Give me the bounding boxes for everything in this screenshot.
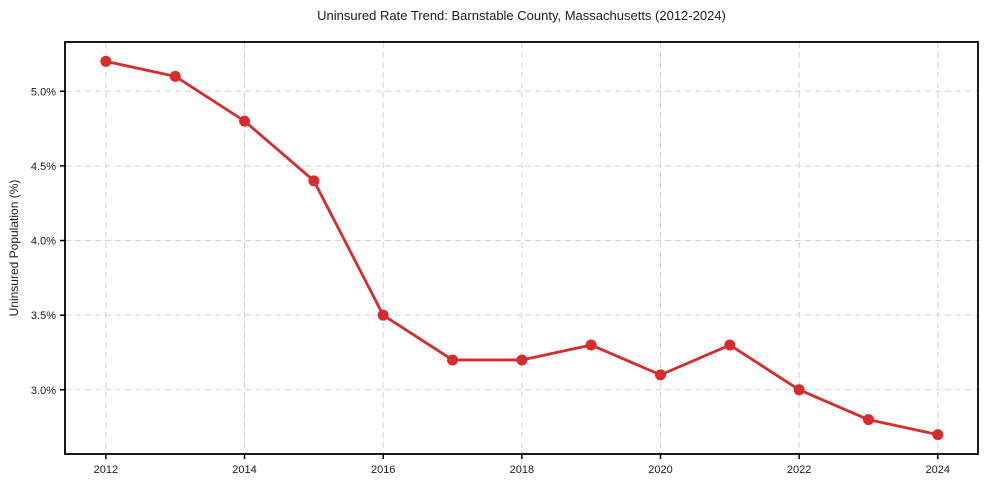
- x-tick-label: 2020: [648, 464, 672, 476]
- x-tick-label: 2012: [94, 464, 118, 476]
- data-point-2024: [932, 429, 944, 441]
- data-point-2017: [447, 354, 459, 366]
- data-point-2013: [169, 70, 181, 82]
- y-tick-label: 3.5%: [31, 310, 56, 322]
- x-tick-label: 2016: [371, 464, 395, 476]
- data-point-2012: [100, 55, 112, 67]
- x-tick-label: 2022: [787, 464, 811, 476]
- chart-title: Uninsured Rate Trend: Barnstable County,…: [317, 8, 726, 23]
- x-tick-label: 2024: [926, 464, 950, 476]
- data-point-2015: [308, 175, 320, 187]
- y-tick-label: 4.5%: [31, 161, 56, 173]
- x-tick-label: 2014: [232, 464, 256, 476]
- data-point-2016: [377, 309, 389, 321]
- x-tick-label: 2018: [510, 464, 534, 476]
- data-point-2019: [585, 339, 597, 351]
- y-tick-label: 3.0%: [31, 385, 56, 397]
- data-point-2020: [654, 369, 666, 381]
- data-point-2022: [793, 384, 805, 396]
- plot-border: [64, 41, 979, 455]
- data-point-2014: [239, 115, 251, 127]
- data-point-2018: [516, 354, 528, 366]
- y-tick-label: 5.0%: [31, 86, 56, 98]
- data-point-2021: [724, 339, 736, 351]
- data-point-2023: [862, 414, 874, 426]
- y-tick-label: 4.0%: [31, 236, 56, 248]
